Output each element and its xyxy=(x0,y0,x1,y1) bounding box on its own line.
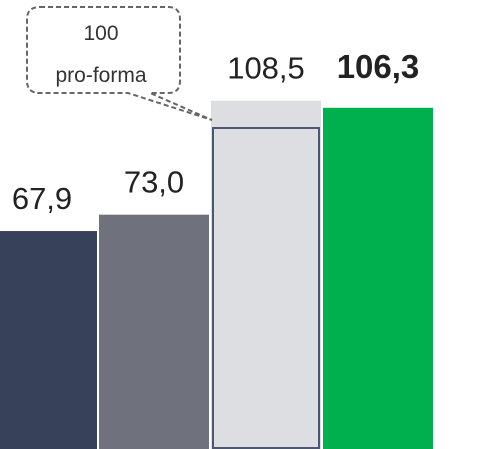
bar xyxy=(211,100,321,449)
callout-value: 100 xyxy=(83,22,118,45)
callout-box xyxy=(26,6,213,121)
bar xyxy=(323,107,433,449)
bar xyxy=(0,231,97,449)
value-label: 106,3 xyxy=(337,48,420,85)
value-label: 73,0 xyxy=(124,165,184,200)
value-label: 108,5 xyxy=(227,51,305,86)
pro-forma-outline xyxy=(212,127,320,449)
callout-text: pro-forma xyxy=(55,64,146,87)
bar xyxy=(99,214,209,449)
value-label: 67,9 xyxy=(12,181,72,216)
